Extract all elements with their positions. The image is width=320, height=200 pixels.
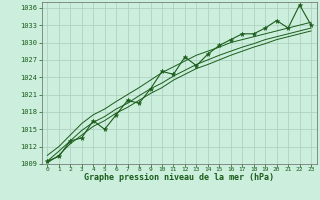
X-axis label: Graphe pression niveau de la mer (hPa): Graphe pression niveau de la mer (hPa) bbox=[84, 173, 274, 182]
